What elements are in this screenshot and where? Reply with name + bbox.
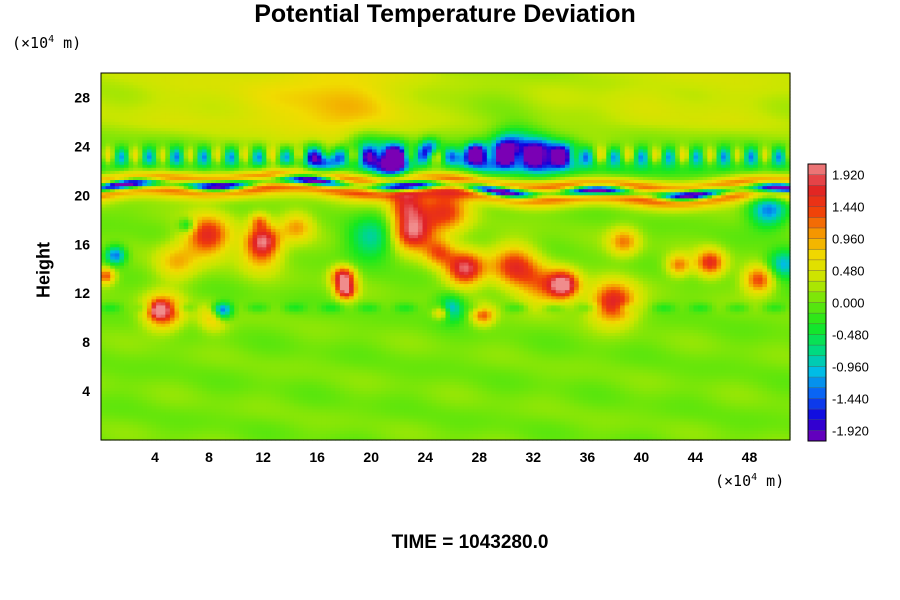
colorbar-tick-label: -0.960 xyxy=(832,359,869,374)
x-tick-label: 44 xyxy=(688,449,704,465)
y-tick-labels: 4 8 12 16 20 24 28 xyxy=(74,89,90,399)
colorbar-tick-label: 1.440 xyxy=(832,200,865,215)
colorbar-swatch xyxy=(808,302,826,314)
colorbar-swatch xyxy=(808,430,826,442)
x-tick-label: 32 xyxy=(526,449,542,465)
time-readout: TIME = 1043280.0 xyxy=(391,532,549,553)
y-tick-label: 8 xyxy=(82,334,90,350)
y-axis-unit: (×104 m) xyxy=(12,34,81,52)
colorbar-swatch xyxy=(808,398,826,410)
x-tick-labels: 4 8 12 16 20 24 28 32 36 40 44 48 xyxy=(151,449,757,465)
y-unit-prefix: (×10 xyxy=(12,34,49,52)
colorbar-swatch xyxy=(808,313,826,325)
colorbar-swatch xyxy=(808,377,826,389)
x-unit-exponent: 4 xyxy=(751,472,758,483)
colorbar-swatch xyxy=(808,355,826,367)
colorbar-swatch xyxy=(808,217,826,229)
y-tick-label: 28 xyxy=(74,89,90,105)
colorbar-tick-label: 1.920 xyxy=(832,168,865,183)
x-tick-label: 4 xyxy=(151,449,159,465)
y-unit-suffix: m) xyxy=(54,34,82,52)
colorbar-tick-label: -0.480 xyxy=(832,327,869,342)
colorbar-swatch xyxy=(808,366,826,378)
x-tick-label: 40 xyxy=(634,449,650,465)
colorbar-swatch xyxy=(808,270,826,282)
colorbar-swatch xyxy=(808,334,826,346)
colorbar-swatch xyxy=(808,419,826,431)
y-tick-label: 20 xyxy=(74,187,90,203)
colorbar-swatch xyxy=(808,227,826,239)
y-tick-label: 24 xyxy=(74,138,90,154)
colorbar-swatch xyxy=(808,206,826,218)
heatmap-field xyxy=(101,73,791,441)
x-tick-label: 12 xyxy=(255,449,271,465)
x-tick-label: 48 xyxy=(742,449,758,465)
x-tick-label: 8 xyxy=(205,449,213,465)
colorbar-swatch xyxy=(808,409,826,421)
colorbar-swatch xyxy=(808,323,826,335)
x-axis-unit: (×104 m) xyxy=(715,472,784,490)
colorbar-swatch xyxy=(808,174,826,186)
colorbar-swatch xyxy=(808,249,826,261)
colorbar-swatch xyxy=(808,238,826,250)
colorbar-tick-label: 0.480 xyxy=(832,264,865,279)
plot-frame xyxy=(100,72,791,441)
colorbar-tick-label: 0.000 xyxy=(832,296,865,311)
x-tick-label: 20 xyxy=(363,449,379,465)
colorbar-tick-label: 0.960 xyxy=(832,232,865,247)
y-tick-label: 16 xyxy=(74,236,90,252)
colorbar-frame xyxy=(807,163,827,442)
y-unit-exponent: 4 xyxy=(48,34,55,45)
colorbar-swatch xyxy=(808,291,826,303)
x-tick-label: 28 xyxy=(471,449,487,465)
chart-title: Potential Temperature Deviation xyxy=(254,0,636,28)
x-unit-suffix: m) xyxy=(757,472,785,490)
colorbar-swatch xyxy=(808,195,826,208)
colorbar: 1.920 1.440 0.960 0.480 0.000 -0.480 -0.960 -1.… xyxy=(807,163,869,442)
x-tick-label: 16 xyxy=(309,449,325,465)
x-unit-prefix: (×10 xyxy=(715,472,752,490)
x-tick-label: 36 xyxy=(580,449,596,465)
y-tick-label: 12 xyxy=(74,285,90,301)
colorbar-swatch xyxy=(808,185,826,197)
colorbar-tick-label: -1.440 xyxy=(832,391,869,406)
colorbar-swatch xyxy=(808,387,826,399)
colorbar-tick-label: -1.920 xyxy=(832,423,869,438)
colorbar-swatch xyxy=(808,259,826,271)
colorbar-swatch xyxy=(808,164,826,176)
colorbar-swatch xyxy=(808,345,826,357)
colorbar-swatch xyxy=(808,281,826,293)
x-tick-label: 24 xyxy=(417,449,433,465)
y-tick-label: 4 xyxy=(82,383,90,399)
